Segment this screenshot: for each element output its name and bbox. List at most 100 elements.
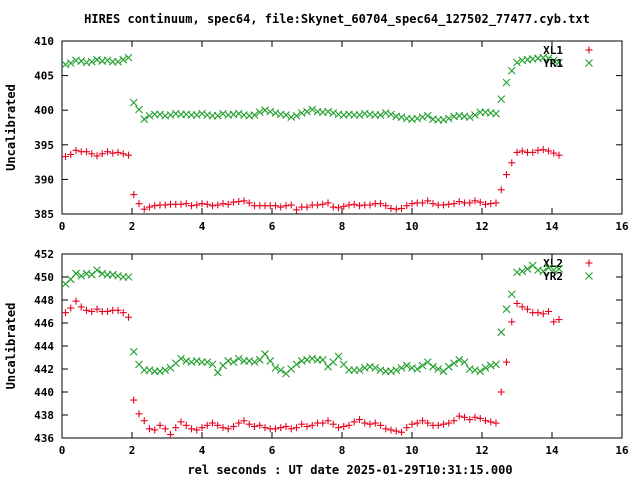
data-point <box>529 148 537 156</box>
data-point <box>198 200 206 208</box>
data-point <box>376 111 385 119</box>
data-point <box>518 303 526 311</box>
data-point <box>198 424 206 432</box>
data-point <box>314 201 321 209</box>
legend-label: XL1 <box>543 44 563 57</box>
data-point <box>549 56 558 65</box>
y-tick-label: 405 <box>34 70 54 83</box>
data-point <box>271 109 280 117</box>
data-point <box>224 357 233 365</box>
data-point <box>177 200 185 208</box>
data-point <box>140 205 148 213</box>
data-point <box>245 199 253 207</box>
data-point <box>67 304 75 312</box>
data-point <box>392 366 401 375</box>
data-point <box>550 149 558 157</box>
data-point <box>272 202 279 210</box>
data-point <box>282 202 290 210</box>
data-point <box>507 290 516 299</box>
x-tick-label: 16 <box>615 220 629 233</box>
data-point <box>439 115 448 124</box>
data-point <box>250 111 259 119</box>
data-point <box>377 421 384 429</box>
y-tick-label: 452 <box>34 248 54 261</box>
data-point <box>193 201 201 209</box>
data-point <box>161 366 170 375</box>
data-point <box>319 200 327 208</box>
data-point <box>392 427 400 435</box>
data-point <box>424 197 432 205</box>
data-point <box>146 203 153 211</box>
data-point <box>271 363 280 372</box>
data-point <box>534 266 542 274</box>
data-point <box>356 416 363 424</box>
y-tick-label: 400 <box>34 104 54 117</box>
data-point <box>497 388 505 396</box>
data-point <box>545 308 552 315</box>
data-point <box>455 198 463 206</box>
data-point <box>292 360 301 369</box>
data-point <box>213 111 222 120</box>
data-point <box>297 109 306 117</box>
y-tick-label: 395 <box>34 139 54 152</box>
data-point <box>334 352 343 361</box>
data-point <box>293 424 300 432</box>
data-point <box>503 358 510 366</box>
data-point <box>62 153 69 161</box>
legend-marker <box>585 59 593 67</box>
data-point <box>445 200 453 208</box>
x-tick-label: 10 <box>405 444 418 457</box>
data-point <box>156 110 164 119</box>
data-point <box>187 358 196 366</box>
data-point <box>487 418 495 426</box>
data-point <box>497 328 506 337</box>
data-point <box>429 200 437 208</box>
data-point <box>282 423 290 430</box>
data-point <box>135 410 143 418</box>
x-tick-label: 14 <box>545 444 559 457</box>
data-point <box>513 148 521 156</box>
data-point <box>135 200 143 208</box>
x-tick-label: 14 <box>545 220 559 233</box>
data-point <box>481 363 490 372</box>
data-point <box>119 150 127 158</box>
data-point <box>203 421 211 429</box>
data-point <box>224 200 232 208</box>
data-point <box>392 205 400 213</box>
data-point <box>450 417 458 425</box>
data-point <box>450 359 458 368</box>
data-point <box>140 417 148 425</box>
data-point <box>471 111 479 119</box>
data-point <box>140 115 149 124</box>
series-yr1 <box>61 53 563 124</box>
data-point <box>203 358 212 366</box>
data-point <box>408 200 416 208</box>
data-point <box>230 423 237 430</box>
data-point <box>471 413 479 421</box>
data-point <box>423 111 432 120</box>
data-point <box>366 201 374 209</box>
data-point <box>83 148 90 156</box>
data-point <box>440 201 447 209</box>
data-point <box>350 200 358 208</box>
panel-bottom: 0 2 4 6 8 10 12 14 16 436 438 440 442 444 446 448 450 452… <box>4 248 629 477</box>
data-point <box>308 105 317 114</box>
y-tick-label: 444 <box>34 340 54 353</box>
data-point <box>523 265 532 273</box>
data-point <box>460 358 469 366</box>
data-point <box>188 202 195 210</box>
data-point <box>419 199 426 207</box>
data-point <box>450 200 458 208</box>
data-point <box>471 366 479 375</box>
y-tick-label: 385 <box>34 208 54 221</box>
x-tick-label: 12 <box>475 444 488 457</box>
data-point <box>177 354 185 363</box>
data-point <box>507 66 516 75</box>
data-point <box>303 423 311 430</box>
data-point <box>508 159 516 167</box>
data-point <box>192 111 201 119</box>
data-point <box>156 367 164 376</box>
data-point <box>234 109 243 118</box>
data-point <box>229 358 238 366</box>
